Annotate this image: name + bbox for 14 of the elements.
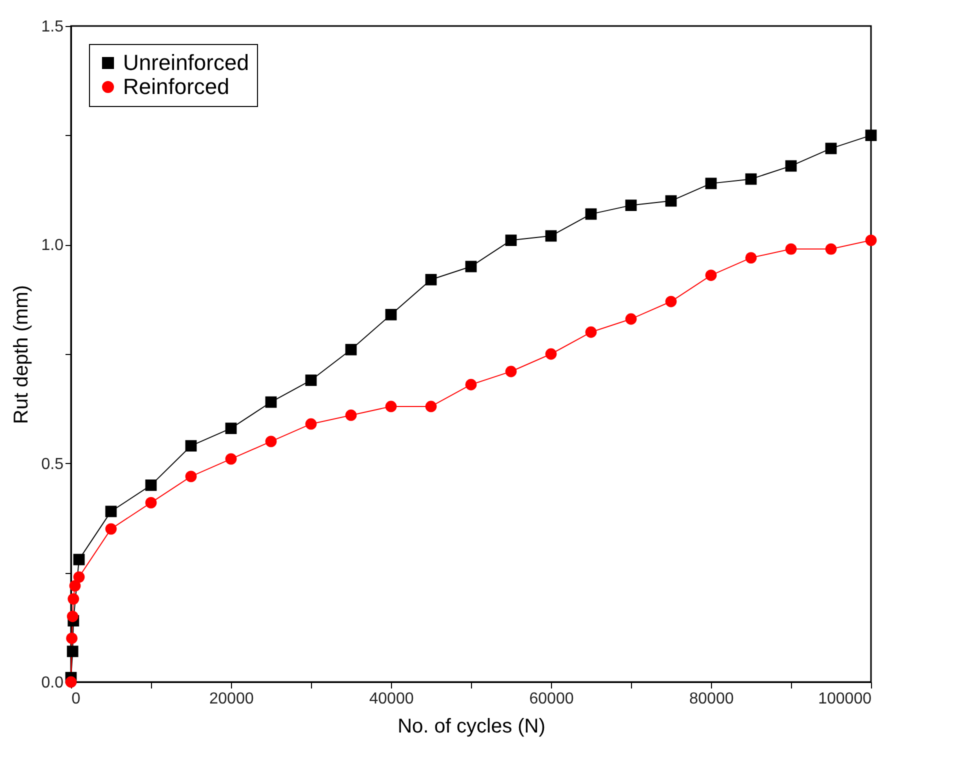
y-tick-label: 1.5 bbox=[41, 18, 64, 36]
x-tick-label: 60000 bbox=[529, 690, 574, 708]
y-tick-label: 0.5 bbox=[41, 456, 64, 473]
x-tick-label: 80000 bbox=[689, 690, 734, 708]
legend-label: Unreinforced bbox=[123, 50, 249, 75]
y-tick-label: 0.0 bbox=[41, 674, 64, 692]
x-axis-title: No. of cycles (N) bbox=[398, 716, 546, 738]
x-tick-label: 40000 bbox=[369, 690, 414, 708]
x-tick-label: 0 bbox=[72, 690, 80, 708]
y-axis-title: Rut depth (mm) bbox=[10, 285, 32, 424]
legend-label: Reinforced bbox=[123, 74, 230, 99]
y-tick-label: 1.0 bbox=[41, 237, 64, 254]
x-tick-label: 20000 bbox=[209, 690, 254, 708]
x-tick-label: 100000 bbox=[818, 690, 872, 708]
